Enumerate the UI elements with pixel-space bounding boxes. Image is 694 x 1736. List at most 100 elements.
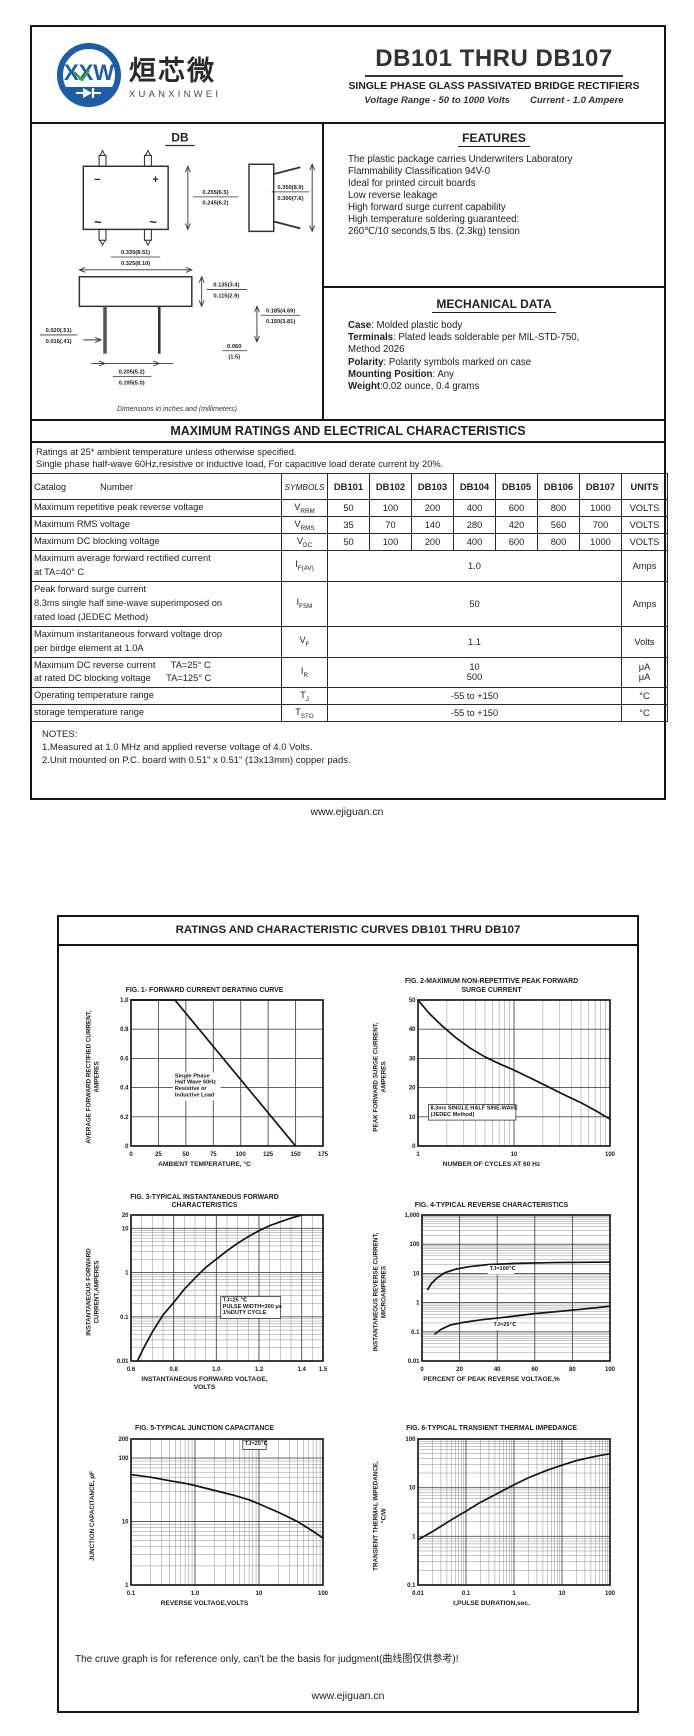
ratings-row: Maximum DC reverse current TA=25° C at r… xyxy=(31,656,668,689)
rating-units: VOLTS xyxy=(621,516,668,535)
ratings-row: Maximum average forward rectified curren… xyxy=(31,549,668,582)
figure-grid: FIG. 1- FORWARD CURRENT DERATING CURVE AV… xyxy=(59,946,637,1608)
svg-text:125: 125 xyxy=(263,1152,274,1158)
svg-text:200: 200 xyxy=(118,1437,129,1443)
svg-text:1: 1 xyxy=(412,1534,416,1540)
curve-junction-capacitance xyxy=(129,1473,324,1539)
mechanical-item: Terminals: Plated leads solderable per M… xyxy=(348,332,580,344)
page1-footer: www.ejiguan.cn xyxy=(0,806,694,818)
rating-value: 280 xyxy=(453,516,496,535)
svg-text:Single Phase: Single Phase xyxy=(174,1073,209,1079)
svg-text:0.115(2.9): 0.115(2.9) xyxy=(213,293,239,299)
header: XXW 烜芯微 XUANXINWEI DB101 THRU DB107 xyxy=(32,27,664,124)
svg-text:TJ=25℃: TJ=25℃ xyxy=(493,1321,516,1328)
svg-text:10: 10 xyxy=(408,1485,415,1491)
rating-units: VOLTS xyxy=(621,533,668,551)
package-caption: Dimensions in inches and (millimeters) xyxy=(117,406,237,413)
svg-text:40: 40 xyxy=(408,1027,415,1033)
svg-text:0: 0 xyxy=(412,1144,416,1150)
svg-text:10: 10 xyxy=(558,1591,565,1597)
svg-text:Inductive Load: Inductive Load xyxy=(174,1092,214,1098)
rating-value: 50 xyxy=(327,580,622,627)
svg-text:0.4: 0.4 xyxy=(120,1086,129,1092)
figure-xlabel: PERCENT OF PEAK REVERSE VOLTAGE,% xyxy=(423,1376,560,1384)
diode-icon xyxy=(76,87,101,98)
ratings-row: Peak forward surge current 8.3ms single … xyxy=(31,580,668,627)
svg-text:40: 40 xyxy=(493,1367,500,1373)
svg-text:TJ=100℃: TJ=100℃ xyxy=(489,1265,515,1272)
rating-value: 600 xyxy=(495,533,538,551)
company-name-en: XUANXINWEI xyxy=(129,89,222,100)
rating-value: 400 xyxy=(453,499,496,518)
package-name: DB xyxy=(171,131,188,145)
ratings-table: Catalog Number SYMBOLS DB101 DB102 DB103 DB104… xyxy=(31,473,668,723)
figure-fig5: FIG. 5-TYPICAL JUNCTION CAPACITANCE JUNCT… xyxy=(61,1417,348,1608)
figure-plot-fig2: 8.3ms SINGLE HALF SINE-WAVE(JEDEC Method… xyxy=(408,998,615,1158)
svg-text:10: 10 xyxy=(255,1591,262,1597)
svg-text:0.016(.41): 0.016(.41) xyxy=(46,339,72,345)
svg-text:30: 30 xyxy=(408,1056,415,1062)
figure-title: FIG. 5-TYPICAL JUNCTION CAPACITANCE xyxy=(135,1425,274,1433)
svg-text:1.0: 1.0 xyxy=(120,998,129,1004)
svg-text:TJ=25 ℃: TJ=25 ℃ xyxy=(222,1297,247,1304)
part-number: DB101 xyxy=(327,473,370,501)
current-rating: Current - 1.0 Ampere xyxy=(529,95,624,106)
part-number: DB106 xyxy=(537,473,580,501)
svg-text:80: 80 xyxy=(569,1367,576,1373)
svg-text:TJ=25℃: TJ=25℃ xyxy=(244,1440,267,1447)
svg-text:0.205(5.2): 0.205(5.2) xyxy=(119,369,145,375)
svg-text:10: 10 xyxy=(121,1519,128,1525)
svg-text:10: 10 xyxy=(121,1227,128,1233)
rating-value: 100 xyxy=(369,499,412,518)
doc-subtitle: SINGLE PHASE GLASS PASSIVATED BRIDGE REC… xyxy=(348,81,640,92)
svg-text:100: 100 xyxy=(604,1152,615,1158)
svg-text:0.300(7.6): 0.300(7.6) xyxy=(277,196,303,202)
symbol: IFSM xyxy=(281,580,328,627)
svg-text:10: 10 xyxy=(412,1272,419,1278)
figure-ylabel: INSTANTANEOUS REVERSE CURRENT, MICROAMPE… xyxy=(371,1232,387,1352)
ratings-band-title: MAXIMUM RATINGS AND ELECTRICAL CHARACTER… xyxy=(32,419,664,443)
page1-footer-link[interactable]: www.ejiguan.cn xyxy=(310,806,384,818)
curve-TJ=100C xyxy=(426,1261,611,1291)
figure-title: FIG. 4-TYPICAL REVERSE CHARACTERISTICS xyxy=(414,1201,569,1209)
company-logo: XXW 烜芯微 XUANXINWEI xyxy=(32,27,324,122)
figure-ylabel: AVERAGE FORWARD RECTIFIED CURRENT, AMPER… xyxy=(84,1010,100,1144)
svg-text:8.3ms SINGLE HALF SINE-WAVE: 8.3ms SINGLE HALF SINE-WAVE xyxy=(430,1106,518,1112)
svg-text:0.01: 0.01 xyxy=(407,1359,419,1365)
mechanical-item: Polarity: Polarity symbols marked on cas… xyxy=(348,356,532,368)
doc-ratings-line: Voltage Range - 50 to 1000 Volts Current … xyxy=(324,95,664,106)
svg-text:0.1: 0.1 xyxy=(120,1315,129,1321)
svg-text:1.4: 1.4 xyxy=(297,1367,306,1373)
svg-text:1: 1 xyxy=(125,1583,129,1589)
page2-title: RATINGS AND CHARACTERISTIC CURVES DB101 … xyxy=(59,917,637,946)
rating-value: 35 xyxy=(327,516,370,535)
rating-value: 1.0 xyxy=(327,549,622,582)
svg-text:100: 100 xyxy=(317,1591,328,1597)
svg-text:0.255(6.5): 0.255(6.5) xyxy=(202,190,228,196)
symbol: TSTG xyxy=(281,704,328,723)
svg-text:XXW: XXW xyxy=(64,60,114,85)
curve-derating-curve xyxy=(129,999,296,1147)
symbol: TJ xyxy=(281,687,328,706)
logo-circle-icon: XXW xyxy=(57,42,121,107)
ac-mark-2: ~ xyxy=(149,214,156,229)
page2-footer-link[interactable]: www.ejiguan.cn xyxy=(311,1690,385,1702)
rating-value: 10 500 xyxy=(327,656,622,689)
svg-text:0.1: 0.1 xyxy=(126,1591,135,1597)
figure-plot-fig4: TJ=100℃ TJ=25℃ 0 20 40 60 80 100 0.01 0.1 1 10 100 1,… xyxy=(404,1213,615,1373)
svg-text:0.8: 0.8 xyxy=(169,1367,178,1373)
svg-text:0.060: 0.060 xyxy=(227,344,241,350)
svg-text:100: 100 xyxy=(409,1242,420,1248)
ratings-conditions: Ratings at 25* ambient temperature unles… xyxy=(36,447,444,470)
page1: XXW 烜芯微 XUANXINWEI DB101 THRU DB107 xyxy=(30,25,668,800)
rating-value: 800 xyxy=(537,499,580,518)
mechanical-item: Weight:0.02 ounce, 0.4 grams xyxy=(348,381,480,393)
svg-text:0.150(3.81): 0.150(3.81) xyxy=(266,319,295,325)
curve-forward-characteristic xyxy=(136,1214,303,1363)
figure-ylabel: JUNCTION CAPACITANCE, pF xyxy=(88,1470,96,1561)
svg-text:0.1: 0.1 xyxy=(411,1330,420,1336)
svg-text:1: 1 xyxy=(512,1591,516,1597)
svg-text:0.195(5.0): 0.195(5.0) xyxy=(119,380,145,386)
symbol: VRMS xyxy=(281,516,328,535)
